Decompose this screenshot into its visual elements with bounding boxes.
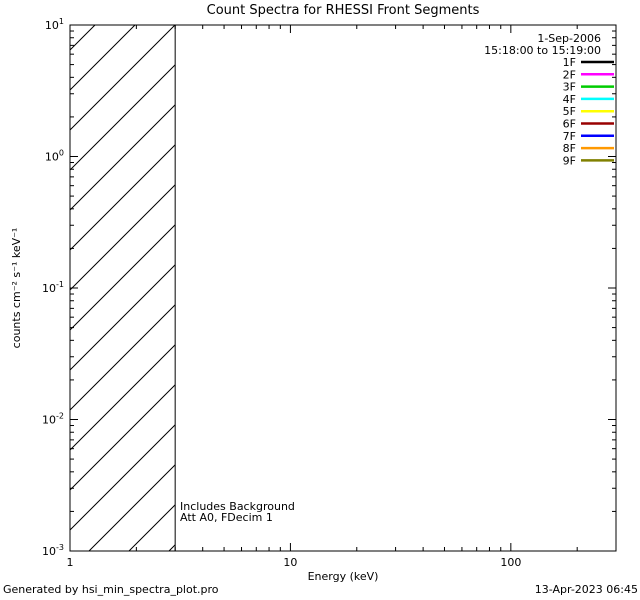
legend-entry-label: 2F — [563, 68, 576, 81]
legend-entry-label: 1F — [563, 56, 576, 69]
attenuator-hatch-region — [69, 24, 176, 552]
x-axis-label: Energy (keV) — [308, 570, 379, 583]
y-axis-label: counts cm⁻² s⁻¹ keV⁻¹ — [10, 228, 23, 349]
annotation-includes-background: Includes Background — [180, 500, 295, 513]
hatch-rect — [69, 24, 176, 552]
axes: 1 10 100 101 100 10-1 10-2 10-3 — [42, 17, 617, 569]
legend-time-range: 15:18:00 to 15:19:00 — [484, 44, 601, 57]
legend-date: 1-Sep-2006 — [537, 32, 601, 45]
y-tick-label: 10-2 — [42, 412, 64, 427]
chart-title: Count Spectra for RHESSI Front Segments — [207, 3, 480, 18]
y-tick-label: 10-1 — [42, 280, 64, 295]
y-tick-label: 100 — [45, 149, 64, 164]
x-tick-label: 1 — [67, 556, 74, 569]
legend-entry-label: 3F — [563, 81, 576, 94]
legend-entry-label: 9F — [563, 154, 576, 167]
legend-entry-label: 4F — [563, 93, 576, 106]
footer-generated-by: Generated by hsi_min_spectra_plot.pro — [3, 583, 219, 596]
legend-entry-label: 8F — [563, 142, 576, 155]
annotation-att-fdecim: Att A0, FDecim 1 — [180, 511, 273, 524]
x-tick-label: 10 — [283, 556, 297, 569]
legend-entry-label: 6F — [563, 118, 576, 131]
y-tick-label: 10-3 — [42, 543, 64, 558]
y-tick-label: 101 — [45, 17, 64, 32]
x-tick-label: 100 — [500, 556, 521, 569]
legend-entry-label: 7F — [563, 130, 576, 143]
legend-entry-label: 5F — [563, 105, 576, 118]
footer-timestamp: 13-Apr-2023 06:45 — [535, 583, 638, 596]
